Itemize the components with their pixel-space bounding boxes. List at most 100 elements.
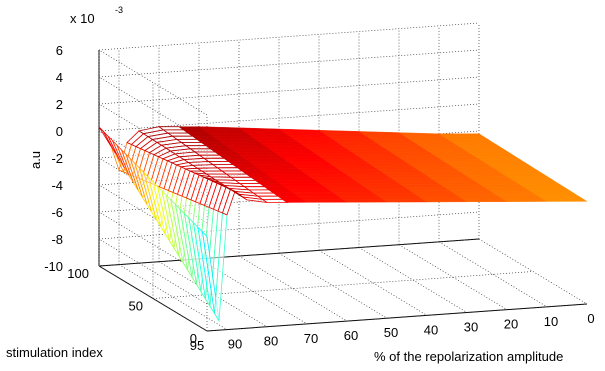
- grid-line-z-left: [98, 49, 208, 116]
- surface-cell: [430, 178, 477, 182]
- z-axis-label: a.u: [28, 151, 43, 169]
- surface-cell: [496, 170, 543, 174]
- x-tick-label: 80: [264, 334, 278, 349]
- surface-cell: [341, 198, 388, 203]
- surface-cell: [469, 153, 516, 157]
- surface-cell: [483, 187, 530, 191]
- surface-cell: [501, 198, 548, 202]
- x-tick-label: 70: [304, 331, 318, 346]
- surface-cell: [456, 144, 503, 149]
- grid-line-x-floor: [478, 238, 588, 305]
- grid-line-z-back: [98, 76, 480, 105]
- z-tick-label: -2: [51, 151, 63, 166]
- surface-cell: [265, 173, 312, 178]
- surface-cell: [492, 167, 539, 171]
- grid-line-y-floor: [206, 303, 588, 332]
- surface-cell: [478, 158, 525, 163]
- surface-cell: [337, 195, 384, 200]
- x-tick-label: 30: [464, 320, 478, 335]
- surface-mesh: [98, 126, 588, 322]
- surface-cell: [514, 181, 561, 185]
- surface-cell: [283, 186, 330, 191]
- surface-cell: [403, 186, 450, 191]
- surface-cell: [385, 174, 432, 179]
- surface-cell: [274, 180, 321, 184]
- x-tick-label: 50: [384, 325, 398, 340]
- surface-cell: [465, 150, 512, 154]
- y-tick-label: 0: [190, 331, 197, 346]
- surface-cell: [488, 189, 535, 194]
- x-tick-label: 0: [587, 311, 594, 326]
- surface-cell: [448, 189, 495, 194]
- surface-cell: [314, 180, 361, 185]
- surface-cell: [323, 186, 370, 191]
- surface-cell: [350, 177, 397, 182]
- z-tick-label: -10: [44, 259, 63, 274]
- x-tick-label: 60: [344, 328, 358, 343]
- surface-cell: [447, 139, 494, 143]
- surface-cell: [425, 175, 472, 179]
- z-tick-label: 4: [56, 70, 63, 85]
- surface-cell: [372, 192, 419, 197]
- y-axis-label: stimulation index: [6, 345, 103, 360]
- surface-cell: [487, 164, 534, 168]
- surface-cell: [523, 187, 570, 191]
- surface-cell: [310, 177, 357, 182]
- exponent-power: -3: [115, 5, 123, 15]
- surface-cell: [479, 184, 526, 188]
- x-tick-label: 20: [504, 317, 518, 332]
- surface-cell: [519, 184, 566, 188]
- surface-cell: [292, 192, 339, 197]
- surface-cell: [537, 195, 584, 199]
- y-tick-label: 100: [67, 266, 89, 281]
- x-axis-label: % of the repolarization amplitude: [374, 349, 563, 364]
- grid-line-z-back: [98, 211, 480, 240]
- surface-cell: [438, 133, 485, 137]
- grid-line-x-floor: [238, 255, 348, 322]
- surface-cell: [492, 192, 539, 197]
- exponent-label: x 10: [70, 11, 95, 26]
- grid-line-x-floor: [318, 250, 428, 316]
- surface-cell: [288, 189, 335, 194]
- surface-cell: [279, 183, 326, 187]
- surface-cell: [528, 189, 575, 194]
- surface-cell: [377, 195, 424, 200]
- surface-cell: [394, 180, 441, 185]
- surface-cell: [434, 181, 481, 185]
- x-tick-label: 10: [544, 314, 558, 329]
- surface-cell: [483, 161, 530, 166]
- surface-cell: [532, 192, 579, 197]
- surface-cell: [359, 183, 406, 188]
- z-tick-label: -8: [51, 232, 63, 247]
- z-tick-label: -4: [51, 178, 63, 193]
- surface-cell: [505, 175, 552, 180]
- surface-cell: [381, 171, 428, 176]
- surface-cell: [297, 195, 344, 200]
- surface-cell: [417, 195, 464, 200]
- surface-cell: [451, 141, 498, 146]
- z-tick-label: 2: [56, 97, 63, 112]
- surface-cell: [497, 195, 544, 200]
- surface-cell: [368, 189, 415, 194]
- z-tick-label: -6: [51, 205, 63, 220]
- surface-cell: [354, 180, 401, 185]
- surface-cell: [408, 189, 455, 194]
- z-tick-label: 6: [56, 43, 63, 58]
- y-tick-label: 50: [129, 299, 143, 314]
- surface-cell: [399, 183, 446, 188]
- z-tick-label: 0: [56, 124, 63, 139]
- grid-line-y-floor: [98, 238, 480, 267]
- surface-cell: [301, 198, 348, 203]
- surface-cell: [261, 170, 308, 175]
- surface-cell: [443, 186, 490, 191]
- x-tick-label: 95: [190, 338, 204, 353]
- grid-line-z-back: [98, 22, 480, 51]
- x-tick-label: 90: [228, 337, 242, 352]
- surface-cell: [474, 156, 521, 160]
- surface-cell: [319, 183, 366, 188]
- grid-line-x-floor: [438, 241, 548, 308]
- surface-cell: [510, 178, 557, 183]
- surface-cell: [442, 136, 489, 140]
- x-tick-label: 40: [424, 322, 438, 337]
